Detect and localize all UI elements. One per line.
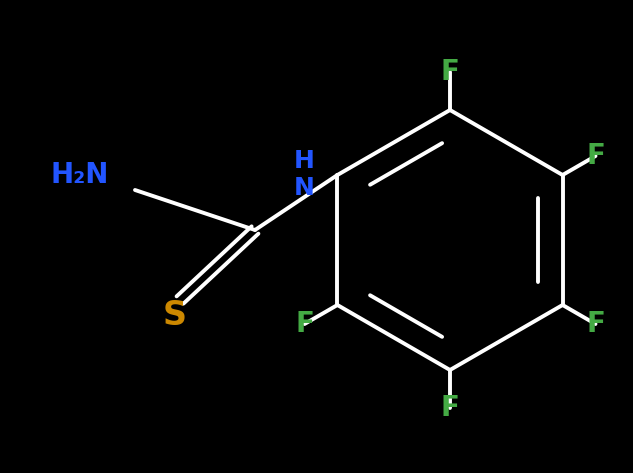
Text: F: F	[441, 58, 460, 86]
Text: F: F	[441, 394, 460, 422]
Text: H
N: H N	[294, 149, 315, 201]
Text: H₂N: H₂N	[51, 161, 109, 189]
Text: F: F	[586, 310, 605, 338]
Text: F: F	[295, 310, 314, 338]
Text: F: F	[586, 142, 605, 170]
Text: S: S	[163, 298, 187, 332]
